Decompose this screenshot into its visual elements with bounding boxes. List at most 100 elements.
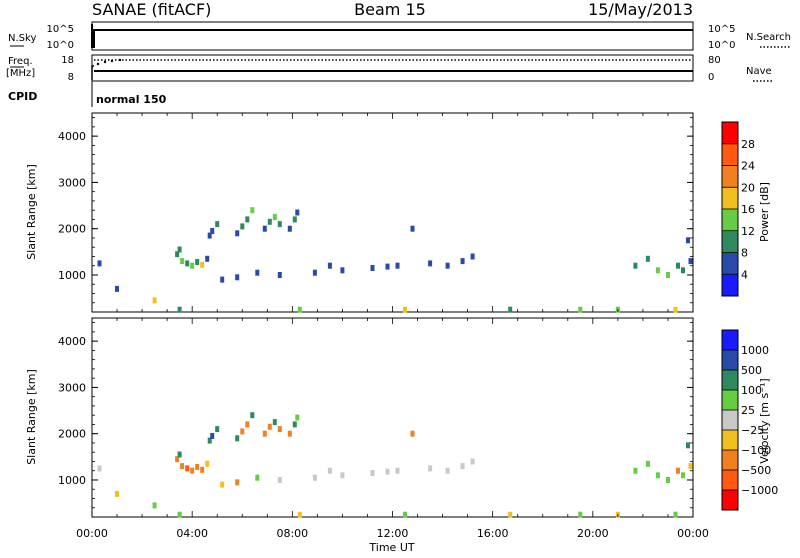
velocity-cell bbox=[177, 451, 182, 458]
power-cell bbox=[688, 258, 693, 265]
nave-label: Nave bbox=[746, 66, 772, 77]
y-tick-label: 2000 bbox=[58, 428, 86, 441]
power-y-axis: 1000 2000 3000 4000 bbox=[58, 113, 694, 313]
velocity-cell bbox=[370, 470, 375, 476]
velocity-cell bbox=[673, 511, 678, 518]
colorbar-swatch bbox=[722, 450, 738, 471]
velocity-cell bbox=[676, 467, 680, 474]
colorbar-swatch bbox=[722, 143, 738, 166]
colorbar-tick-label: 24 bbox=[741, 160, 755, 173]
colorbar-tick-label: 500 bbox=[741, 364, 762, 377]
y-tick-label: 3000 bbox=[58, 381, 86, 394]
power-cell bbox=[645, 255, 650, 262]
time-tick-label: 12:00 bbox=[377, 527, 409, 540]
colorbar-swatch bbox=[722, 350, 738, 371]
power-cell bbox=[177, 246, 182, 253]
power-cell bbox=[666, 272, 670, 278]
freq-start-step bbox=[91, 65, 94, 80]
velocity-cell bbox=[295, 414, 300, 421]
time-tick-label: 08:00 bbox=[276, 527, 308, 540]
power-cell bbox=[180, 258, 185, 265]
velocity-cell bbox=[255, 474, 260, 481]
colorbar-swatch bbox=[722, 122, 738, 145]
power-cell bbox=[175, 251, 180, 258]
colorbar-swatch bbox=[722, 390, 738, 411]
y-tick-label: 3000 bbox=[58, 176, 86, 189]
time-axis: 00:00 04:00 08:00 12:00 16:00 20:00 00:00 bbox=[76, 527, 709, 540]
velocity-data-cells bbox=[97, 412, 693, 518]
colorbar-swatch bbox=[722, 330, 738, 351]
nave-point bbox=[96, 62, 100, 66]
power-cell bbox=[97, 260, 102, 267]
velocity-cell bbox=[445, 467, 450, 474]
y-tick-label: 1000 bbox=[58, 269, 86, 282]
velocity-cell bbox=[207, 437, 212, 444]
velocity-cell bbox=[655, 472, 660, 479]
nsky-panel bbox=[91, 21, 694, 51]
velocity-cell bbox=[297, 511, 302, 518]
colorbar-tick-label: −1000 bbox=[741, 484, 778, 497]
colorbar-swatch bbox=[722, 490, 738, 511]
power-cell bbox=[245, 216, 250, 223]
power-cell bbox=[277, 221, 282, 228]
colorbar-tick-label: 25 bbox=[741, 404, 755, 417]
power-cell bbox=[508, 306, 513, 313]
power-cell bbox=[215, 221, 220, 228]
velocity-cell bbox=[681, 472, 685, 479]
power-cell bbox=[297, 306, 302, 313]
power-cell bbox=[312, 269, 317, 276]
velocity-cell bbox=[508, 511, 513, 518]
y-tick-label: 4000 bbox=[58, 130, 86, 143]
velocity-cell bbox=[287, 430, 292, 437]
power-cell bbox=[195, 259, 200, 265]
colorbar-swatch bbox=[722, 230, 738, 253]
time-tick-label: 00:00 bbox=[677, 527, 709, 540]
power-cell bbox=[445, 262, 450, 269]
velocity-cell bbox=[327, 467, 332, 474]
power-cell bbox=[152, 297, 157, 304]
nsearch-tick-bottom: 10^0 bbox=[708, 40, 735, 51]
colorbar-tick-label: 4 bbox=[741, 268, 748, 281]
velocity-cell bbox=[200, 466, 205, 473]
colorbar-swatch bbox=[722, 165, 738, 188]
velocity-cell bbox=[267, 423, 272, 430]
power-cell bbox=[287, 225, 292, 232]
velocity-cell bbox=[210, 433, 215, 439]
power-cell bbox=[185, 260, 190, 267]
power-cell bbox=[205, 255, 210, 262]
colorbar-swatch bbox=[722, 430, 738, 451]
velocity-cell bbox=[666, 477, 670, 483]
velocity-ylabel: Slant Range [km] bbox=[25, 369, 38, 465]
velocity-cell bbox=[177, 511, 182, 518]
colorbar-swatch bbox=[722, 274, 738, 297]
power-cell bbox=[277, 272, 282, 278]
velocity-cell bbox=[115, 490, 119, 497]
power-cell bbox=[460, 258, 465, 265]
colorbar-tick-label: 28 bbox=[741, 138, 755, 151]
colorbar-swatch bbox=[722, 370, 738, 391]
cpid-label: CPID bbox=[8, 90, 37, 103]
colorbar-swatch bbox=[722, 252, 738, 275]
velocity-cell bbox=[245, 421, 250, 428]
velocity-cell bbox=[235, 435, 240, 442]
velocity-cell bbox=[470, 458, 475, 465]
power-cell bbox=[220, 276, 225, 283]
power-cell bbox=[395, 262, 400, 269]
colorbar-tick-label: 1000 bbox=[741, 344, 769, 357]
velocity-cell bbox=[428, 465, 433, 472]
velocity-cell bbox=[277, 426, 282, 433]
power-cell bbox=[676, 262, 680, 269]
nave-point bbox=[118, 58, 122, 62]
velocity-cell bbox=[240, 428, 245, 435]
power-cell bbox=[428, 260, 433, 267]
nave-tick-bottom: 0 bbox=[708, 72, 714, 83]
velocity-cell bbox=[645, 460, 650, 467]
time-tick-label: 00:00 bbox=[76, 527, 108, 540]
velocity-cell bbox=[97, 465, 102, 472]
power-cell bbox=[633, 262, 638, 269]
power-cell bbox=[272, 214, 277, 221]
power-cell bbox=[240, 223, 245, 230]
power-cell bbox=[686, 237, 690, 244]
velocity-panel bbox=[91, 317, 694, 518]
